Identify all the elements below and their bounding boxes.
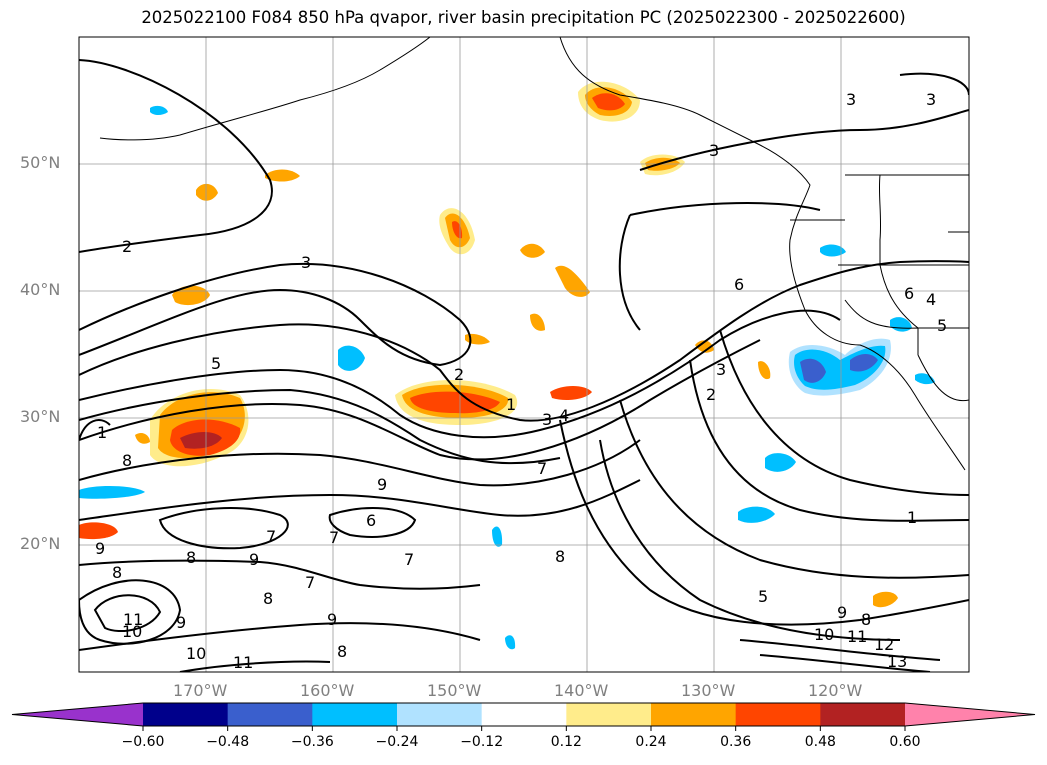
contour-label: 2 — [454, 365, 465, 384]
colorbar-tick-label: 0.48 — [804, 734, 836, 750]
contour-label: 2 — [706, 385, 717, 404]
contour-label: 5 — [211, 354, 222, 373]
contour-label: 11 — [233, 653, 254, 672]
contour-label: 7 — [266, 527, 277, 546]
contour-label: 3 — [716, 360, 727, 379]
colorbar-bin — [820, 703, 906, 726]
colorbar-bin — [397, 703, 483, 726]
contour-label: 8 — [122, 451, 133, 470]
colorbar-tick-label: −0.48 — [206, 734, 250, 750]
colorbar-tick-label: −0.36 — [290, 734, 334, 750]
lon-label-130w: 130°W — [681, 681, 736, 700]
colorbar-bin — [735, 703, 821, 726]
plot-area — [79, 37, 969, 672]
contour-label: 6 — [734, 275, 745, 294]
colorbar-tick-label: 0.60 — [889, 734, 921, 750]
contour-label: 4 — [559, 406, 570, 425]
colorbar-bin — [227, 703, 313, 726]
gridlines — [79, 37, 969, 672]
lon-label-140w: 140°W — [554, 681, 609, 700]
contour-label: 7 — [537, 459, 548, 478]
contour-label: 10 — [814, 625, 835, 644]
contour-label: 9 — [176, 613, 187, 632]
contour-label: 3 — [926, 90, 937, 109]
contour-label: 8 — [337, 642, 348, 661]
lon-label-150w: 150°W — [427, 681, 482, 700]
colorbar-bin — [143, 703, 229, 726]
contour-label: 3 — [846, 90, 857, 109]
lat-label-40n: 40°N — [20, 280, 61, 299]
contour-label: 5 — [758, 587, 769, 606]
qvapor-contours — [79, 59, 969, 672]
contour-label: 6 — [904, 284, 915, 303]
contour-label: 9 — [837, 603, 848, 622]
contour-label: 13 — [887, 652, 908, 671]
contour-label: 2 — [122, 237, 133, 256]
lon-label-120w: 120°W — [808, 681, 863, 700]
lon-label-160w: 160°W — [300, 681, 355, 700]
colorbar-bin — [481, 703, 567, 726]
colorbar-tick-label: 0.12 — [550, 734, 582, 750]
colorbar-tick-label: −0.24 — [375, 734, 419, 750]
colorbar-extend-low — [12, 703, 143, 726]
contour-label: 1 — [97, 423, 108, 442]
lat-label-50n: 50°N — [20, 153, 61, 172]
precip-positive-shading — [79, 81, 898, 608]
map-title: 2025022100 F084 850 hPa qvapor, river ba… — [141, 8, 906, 27]
colorbar-tick-label: 0.24 — [635, 734, 667, 750]
contour-label: 8 — [263, 589, 274, 608]
contour-label: 9 — [377, 475, 388, 494]
colorbar — [11, 702, 1036, 731]
colorbar-bin — [651, 703, 737, 726]
colorbar-extend-high — [905, 703, 1035, 726]
colorbar-bin — [312, 703, 398, 726]
contour-label: 8 — [555, 547, 566, 566]
colorbar-tick-label: 0.36 — [720, 734, 752, 750]
contour-label: 4 — [926, 290, 937, 309]
contour-label: 12 — [874, 635, 895, 654]
contour-label: 1 — [506, 395, 517, 414]
contour-label: 7 — [404, 550, 415, 569]
lat-label-30n: 30°N — [20, 407, 61, 426]
contour-label: 7 — [305, 573, 316, 592]
contour-label: 1 — [907, 508, 918, 527]
contour-label: 9 — [327, 610, 338, 629]
colorbar-tick-label: −0.60 — [121, 734, 165, 750]
contour-label: 9 — [95, 539, 106, 558]
contour-label: 11 — [847, 627, 868, 646]
contour-label: 10 — [122, 622, 143, 641]
contour-label: 6 — [366, 511, 377, 530]
contour-label: 3 — [301, 253, 312, 272]
contour-label: 8 — [861, 610, 872, 629]
colorbar-tick-label: −0.12 — [460, 734, 504, 750]
contour-label: 3 — [709, 141, 720, 160]
contour-label: 9 — [249, 550, 260, 569]
lon-label-170w: 170°W — [173, 681, 228, 700]
contour-label: 5 — [937, 316, 948, 335]
contour-label: 3 — [542, 410, 553, 429]
contour-label: 7 — [329, 528, 340, 547]
lat-label-20n: 20°N — [20, 534, 61, 553]
contour-label: 11 — [123, 610, 144, 629]
precip-negative-shading — [79, 105, 935, 650]
plot-frame — [78, 36, 970, 673]
colorbar-bin — [566, 703, 652, 726]
contour-label: 10 — [186, 644, 207, 663]
contour-label: 8 — [186, 548, 197, 567]
contour-label: 8 — [112, 563, 123, 582]
